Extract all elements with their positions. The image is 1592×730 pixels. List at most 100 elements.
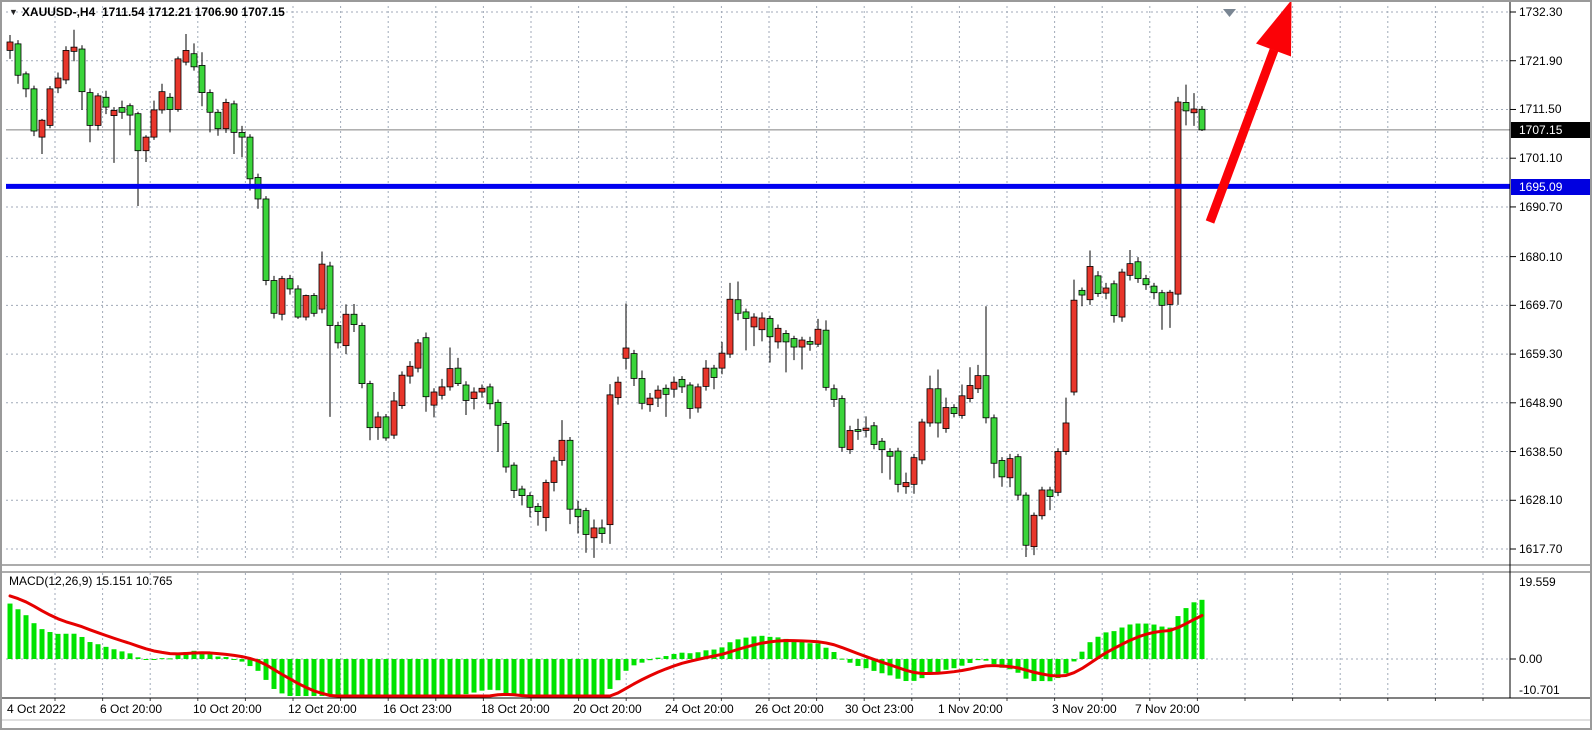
candle-body [1070,299,1078,393]
price-axis-label: 1648.90 [1519,395,1563,410]
candle-body [182,50,190,63]
macd-histogram-bar [111,649,117,659]
macd-histogram-bar [495,659,501,691]
candle-body [710,367,718,378]
macd-histogram-bar [559,659,565,695]
macd-histogram-bar [103,646,109,659]
price-axis-label: 1628.10 [1519,493,1563,508]
candle-body [230,103,238,133]
candle-body [190,53,198,68]
candle-body [630,353,638,379]
symbol-dropdown-icon[interactable]: ▼ [9,7,18,17]
macd-histogram-bar [143,659,149,660]
candle-body [158,91,166,111]
macd-histogram-bar [959,659,965,666]
candle-body [374,416,382,429]
candle-body [70,46,78,52]
macd-histogram-bar [519,659,525,696]
candle-body [102,96,110,108]
macd-histogram-bar [911,659,917,681]
macd-name: MACD(12,26,9) [9,574,93,588]
macd-histogram-bar [423,659,429,696]
macd-histogram-bar [583,659,589,696]
candle-body [534,505,542,512]
candle-body [590,527,598,539]
candle-body [918,421,926,461]
candle-body [934,388,942,424]
price-axis-label: 1701.10 [1519,151,1563,166]
candle-body [582,510,590,535]
candle-body [1166,291,1174,305]
price-axis-label: 1721.90 [1519,53,1563,68]
macd-histogram-bar [367,659,373,696]
macd-values: 15.151 10.765 [95,574,173,588]
candle-body [574,508,582,518]
macd-histogram-bar [823,647,829,659]
candle-body [238,132,246,138]
candle-body [750,316,758,328]
price-axis-label: 1659.30 [1519,347,1563,362]
macd-histogram-bar [1151,624,1157,659]
macd-histogram-bar [335,659,341,696]
macd-histogram-bar [671,653,677,659]
candle-body [766,318,774,338]
macd-histogram-bar [447,659,453,696]
macd-histogram-bar [191,650,197,659]
candle-body [558,439,566,461]
candle-body [110,110,118,116]
macd-histogram-bar [775,637,781,659]
macd-histogram-bar [1135,623,1141,659]
candle-body [1126,263,1134,276]
macd-histogram-bar [975,659,981,661]
macd-histogram-bar [631,659,637,666]
time-axis-label: 12 Oct 20:00 [288,702,357,716]
macd-histogram-bar [807,643,813,659]
candle-body [294,288,302,318]
candle-body [302,295,310,318]
candle-body [878,440,886,451]
candle-body [270,280,278,314]
macd-histogram-bar [431,659,437,696]
candle-body [38,119,46,138]
macd-histogram-bar [159,658,165,660]
candle-body [494,401,502,426]
candle-body [638,378,646,404]
candle-body [774,327,782,343]
candle-body [942,407,950,429]
macd-histogram-bar [375,659,381,696]
macd-histogram-bar [615,659,621,681]
macd-histogram-bar [71,633,77,659]
macd-histogram-bar [839,658,845,660]
macd-histogram-bar [687,653,693,659]
current-price-tag: 1707.15 [1511,122,1590,138]
up-arrow-head[interactable] [1256,2,1292,57]
macd-histogram-bar [1015,659,1021,673]
time-axis-label: 18 Oct 20:00 [481,702,550,716]
candle-body [94,95,102,126]
macd-histogram-bar [1143,623,1149,659]
macd-histogram-bar [767,636,773,659]
macd-histogram-bar [551,659,557,696]
chart-header: ▼ XAUUSD-,H4 1711.54 1712.21 1706.90 1707… [9,5,285,19]
candle-body [870,425,878,445]
candle-body [950,407,958,414]
macd-histogram-bar [463,659,469,695]
candle-body [14,43,22,76]
candle-body [342,313,350,347]
macd-histogram-bar [607,659,613,689]
macd-histogram-bar [1191,602,1197,659]
macd-histogram-bar [231,659,237,660]
chart-shift-icon[interactable] [1223,9,1236,17]
price-axis-label: 1617.70 [1519,542,1563,557]
candle-body [1086,266,1094,301]
macd-histogram-bar [15,609,21,659]
candle-body [214,111,222,130]
time-axis-label: 16 Oct 23:00 [383,702,452,716]
macd-histogram-bar [207,653,213,659]
macd-histogram-bar [263,659,269,680]
macd-histogram-bar [151,659,157,660]
candle-body [694,386,702,409]
macd-histogram-bar [351,659,357,696]
candle-body [406,365,414,377]
